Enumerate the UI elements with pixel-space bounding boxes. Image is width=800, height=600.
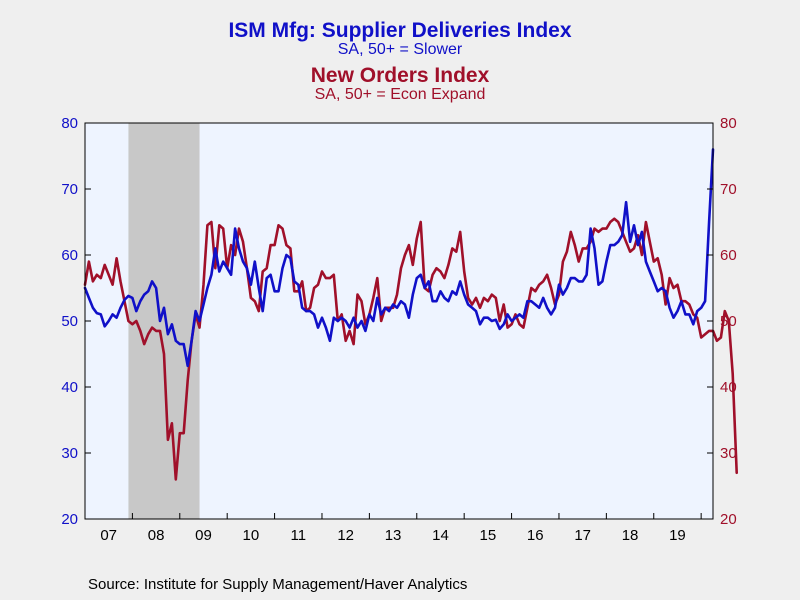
x-tick-label: 11 xyxy=(290,527,306,544)
left-tick-label: 80 xyxy=(61,115,78,132)
recession-shading xyxy=(128,123,200,519)
left-tick-label: 50 xyxy=(61,313,78,330)
left-tick-label: 30 xyxy=(61,445,78,462)
x-tick-label: 17 xyxy=(574,527,591,544)
series-layer xyxy=(83,148,739,481)
x-tick-label: 14 xyxy=(432,527,449,544)
right-tick-label: 20 xyxy=(720,511,737,528)
x-tick-label: 19 xyxy=(669,527,686,544)
recession-shading-layer xyxy=(128,123,200,519)
x-tick-label: 12 xyxy=(337,527,354,544)
chart-subtitle: SA, 50+ = Slower xyxy=(337,41,463,58)
right-tick-label: 80 xyxy=(720,115,737,132)
x-axis: 07 08 09 10 11 12 13 14 15 16 17 18 19 xyxy=(100,513,702,544)
left-tick-label: 60 xyxy=(61,247,78,264)
right-tick-label: 40 xyxy=(720,379,737,396)
x-tick-label: 10 xyxy=(243,527,260,544)
left-tick-label: 20 xyxy=(61,511,78,528)
x-tick-label: 18 xyxy=(622,527,639,544)
right-tick-label: 60 xyxy=(720,247,737,264)
x-tick-label: 08 xyxy=(148,527,165,544)
chart-title-secondary: New Orders Index xyxy=(310,64,490,87)
x-tick-label: 07 xyxy=(100,527,117,544)
left-tick-label: 70 xyxy=(61,181,78,198)
x-tick-label: 13 xyxy=(385,527,402,544)
series-line-supplier-deliveries xyxy=(83,148,715,368)
right-tick-label: 70 xyxy=(720,181,737,198)
right-tick-label: 50 xyxy=(720,313,737,330)
left-tick-label: 40 xyxy=(61,379,78,396)
x-tick-label: 15 xyxy=(480,527,497,544)
left-y-axis: 20 30 40 50 60 70 80 xyxy=(61,115,91,528)
x-tick-label: 16 xyxy=(527,527,544,544)
chart-title: ISM Mfg: Supplier Deliveries Index xyxy=(228,19,572,42)
chart-subtitle-secondary: SA, 50+ = Econ Expand xyxy=(314,86,486,103)
x-tick-label: 09 xyxy=(195,527,212,544)
source-note: Source: Institute for Supply Management/… xyxy=(88,576,468,593)
right-y-axis: 20 30 40 50 60 70 80 xyxy=(707,115,737,528)
right-tick-label: 30 xyxy=(720,445,737,462)
